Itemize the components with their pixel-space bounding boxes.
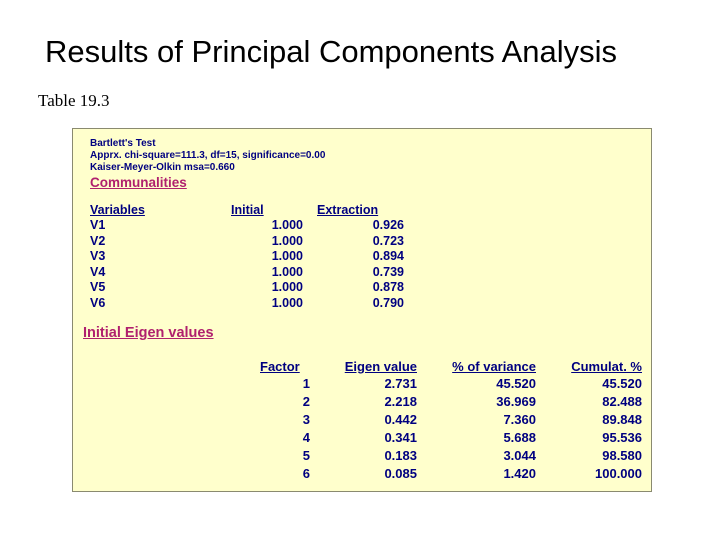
eigen-values-table: Factor Eigen value % of variance Cumulat… <box>260 358 642 483</box>
percent-variance: 3.044 <box>503 448 536 463</box>
cumulative-percent: 98.580 <box>602 448 642 463</box>
table-row: 4 0.341 5.688 95.536 <box>260 429 642 447</box>
eigen-value: 0.341 <box>384 430 417 445</box>
extraction-value: 0.723 <box>372 233 404 248</box>
cumulative-percent: 89.848 <box>602 412 642 427</box>
variable-name: V4 <box>90 264 106 279</box>
initial-value: 1.000 <box>271 249 303 264</box>
bartlett-test-title: Bartlett's Test <box>90 138 156 149</box>
table-row: V3 1.000 0.894 <box>90 249 404 265</box>
extraction-value: 0.790 <box>372 295 404 310</box>
results-panel: Bartlett's Test Apprx. chi-square=111.3,… <box>72 128 652 492</box>
initial-value: 1.000 <box>271 218 303 232</box>
variable-name: V5 <box>90 280 106 295</box>
bartlett-test-block: Bartlett's Test Apprx. chi-square=111.3,… <box>90 138 325 174</box>
initial-value: 1.000 <box>271 280 303 295</box>
table-row: V1 1.000 0.926 <box>90 218 404 234</box>
cumulative-percent: 95.536 <box>602 430 642 445</box>
table-caption: Table 19.3 <box>38 91 110 110</box>
eigen-header-row: Factor Eigen value % of variance Cumulat… <box>260 358 642 375</box>
communalities-table: Variables Initial Extraction V1 1.000 0.… <box>90 202 404 312</box>
bartlett-chi-square: Apprx. chi-square=111.3, df=15, signific… <box>90 150 326 161</box>
extraction-value: 0.926 <box>372 218 404 232</box>
factor-number: 6 <box>302 466 310 481</box>
cumulative-percent: 100.000 <box>595 466 642 481</box>
variable-name: V2 <box>90 233 106 248</box>
table-row: V6 1.000 0.790 <box>90 296 404 312</box>
extraction-value: 0.878 <box>372 280 404 295</box>
initial-value: 1.000 <box>271 295 303 310</box>
table-row: V4 1.000 0.739 <box>90 265 404 281</box>
table-row: 3 0.442 7.360 89.848 <box>260 411 642 429</box>
factor-number: 3 <box>302 412 310 427</box>
table-row: V2 1.000 0.723 <box>90 234 404 250</box>
percent-variance: 5.688 <box>503 430 536 445</box>
table-row: V5 1.000 0.878 <box>90 280 404 296</box>
eigen-values-heading: Initial Eigen values <box>83 325 214 341</box>
factor-number: 5 <box>302 448 310 463</box>
initial-value: 1.000 <box>271 264 303 279</box>
extraction-value: 0.894 <box>372 249 404 264</box>
eigen-value: 2.731 <box>384 376 417 391</box>
percent-variance: 1.420 <box>503 466 536 481</box>
extraction-value: 0.739 <box>372 264 404 279</box>
variable-name: V1 <box>90 218 106 232</box>
table-row: 6 0.085 1.420 100.000 <box>260 465 642 483</box>
table-row: 2 2.218 36.969 82.488 <box>260 393 642 411</box>
eigen-value: 0.442 <box>384 412 417 427</box>
percent-variance: 45.520 <box>496 376 536 391</box>
variable-name: V6 <box>90 295 106 310</box>
communalities-header-row: Variables Initial Extraction <box>90 202 404 218</box>
cumulative-percent: 45.520 <box>602 376 642 391</box>
eigen-value: 2.218 <box>384 394 417 409</box>
column-header-extraction: Extraction <box>317 203 379 217</box>
factor-number: 1 <box>302 376 310 391</box>
table-row: 1 2.731 45.520 45.520 <box>260 375 642 393</box>
column-header-initial: Initial <box>231 203 264 217</box>
table-row: 5 0.183 3.044 98.580 <box>260 447 642 465</box>
initial-value: 1.000 <box>271 233 303 248</box>
column-header-percent-variance: % of variance <box>452 359 536 374</box>
slide-title: Results of Principal Components Analysis <box>45 34 618 69</box>
column-header-factor: Factor <box>260 359 300 374</box>
factor-number: 4 <box>302 430 310 445</box>
kmo-msa: Kaiser-Meyer-Olkin msa=0.660 <box>90 162 235 173</box>
column-header-cumulative-percent: Cumulat. % <box>571 359 642 374</box>
percent-variance: 7.360 <box>503 412 536 427</box>
variable-name: V3 <box>90 249 106 264</box>
eigen-value: 0.085 <box>384 466 417 481</box>
cumulative-percent: 82.488 <box>602 394 642 409</box>
column-header-variables: Variables <box>90 203 145 217</box>
percent-variance: 36.969 <box>496 394 536 409</box>
factor-number: 2 <box>302 394 310 409</box>
eigen-value: 0.183 <box>384 448 417 463</box>
communalities-heading: Communalities <box>90 175 187 190</box>
column-header-eigen-value: Eigen value <box>344 359 417 374</box>
